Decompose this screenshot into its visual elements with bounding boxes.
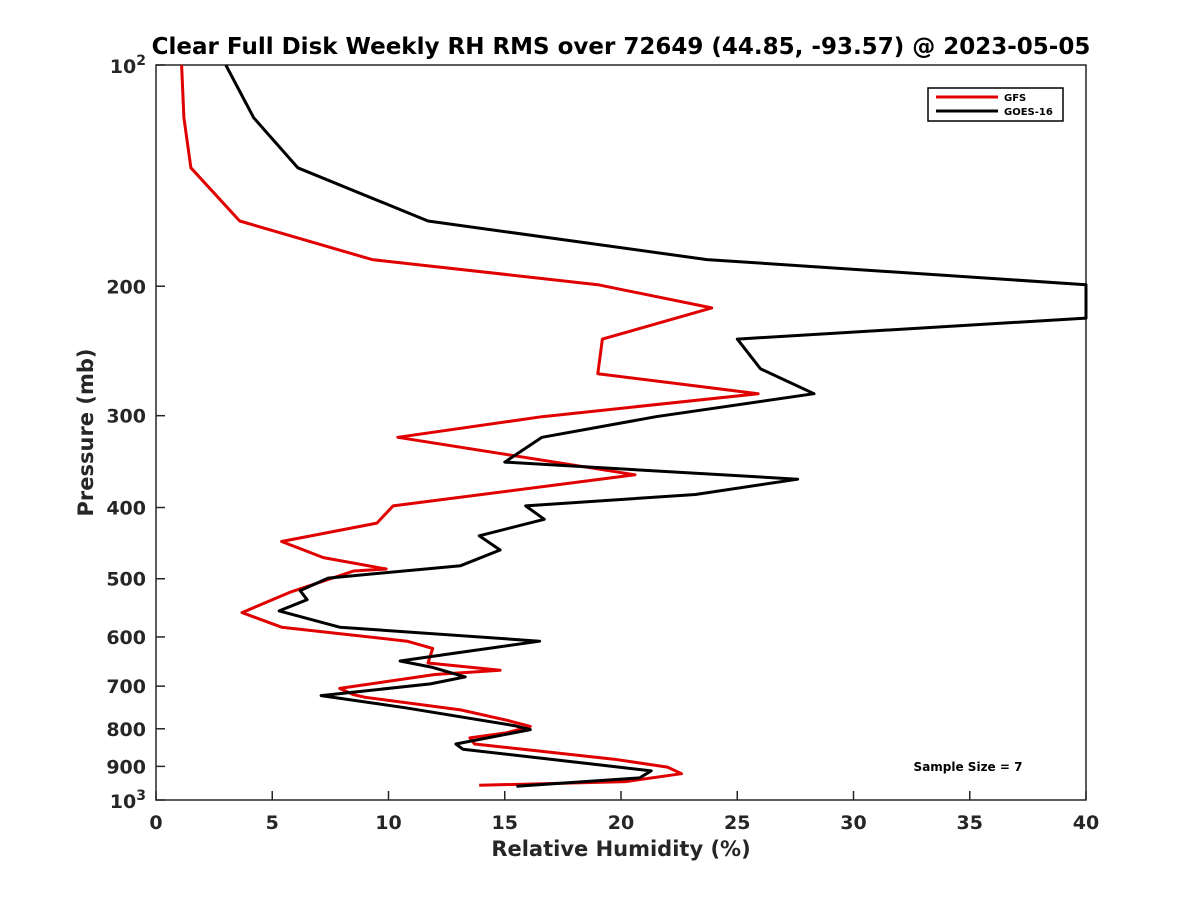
tick-exponent: 3 <box>136 788 146 804</box>
x-axis-ticks: 0 5 10 15 20 25 30 35 40 <box>149 791 1099 834</box>
legend-label: GOES-16 <box>1004 107 1053 118</box>
tick-exponent: 2 <box>136 53 146 69</box>
legend-label: GFS <box>1004 93 1026 104</box>
y-tick-label: 800 <box>106 719 146 741</box>
chart-title: Clear Full Disk Weekly RH RMS over 72649… <box>152 34 1091 60</box>
tick-base: 10 <box>110 791 136 813</box>
series-line-goes-16 <box>224 64 1088 788</box>
plot-frame <box>155 64 1087 801</box>
legend: GFS GOES-16 <box>927 87 1064 122</box>
x-tick-label: 40 <box>1073 812 1099 834</box>
series-line-gfs <box>180 64 760 787</box>
y-tick-label: 600 <box>106 627 146 649</box>
x-axis-title: Relative Humidity (%) <box>491 837 750 861</box>
y-tick-label: 500 <box>106 569 146 591</box>
x-tick-label: 20 <box>608 812 634 834</box>
y-tick-label: 300 <box>106 406 146 428</box>
x-tick-label: 35 <box>957 812 983 834</box>
x-tick-label: 0 <box>149 812 162 834</box>
y-tick-label: 200 <box>106 276 146 298</box>
y-decade-tick-label: 103 <box>110 788 146 813</box>
y-tick-label: 700 <box>106 676 146 698</box>
y-tick-label: 400 <box>106 498 146 520</box>
x-tick-label: 5 <box>266 812 279 834</box>
y-tick-label: 900 <box>106 756 146 778</box>
y-axis-title: Pressure (mb) <box>74 349 98 517</box>
tick-base: 10 <box>110 56 136 78</box>
x-tick-label: 25 <box>724 812 750 834</box>
x-tick-label: 30 <box>840 812 866 834</box>
sample-size-annotation: Sample Size = 7 <box>914 760 1023 774</box>
x-tick-label: 10 <box>375 812 401 834</box>
y-decade-tick-label: 102 <box>110 53 146 78</box>
legend-box <box>927 87 1064 122</box>
x-tick-label: 15 <box>492 812 518 834</box>
series-layer <box>180 64 1088 788</box>
